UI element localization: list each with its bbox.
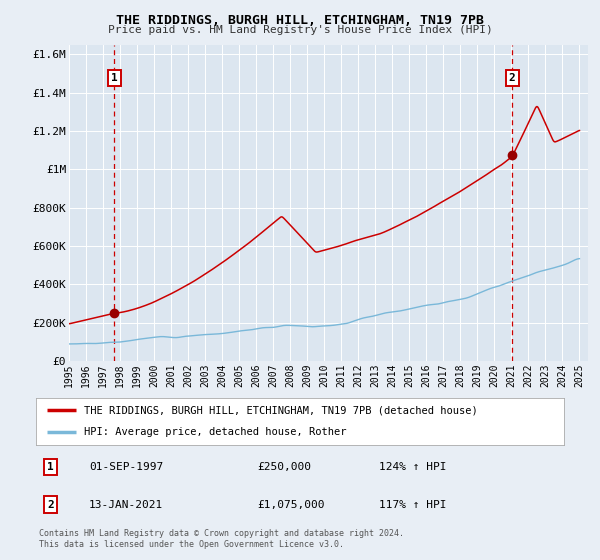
Text: 124% ↑ HPI: 124% ↑ HPI [379,462,446,472]
Text: £1,075,000: £1,075,000 [258,500,325,510]
Text: 2: 2 [509,73,515,83]
Text: 1: 1 [47,462,54,472]
Text: 2: 2 [47,500,54,510]
Text: 13-JAN-2021: 13-JAN-2021 [89,500,163,510]
Text: THE RIDDINGS, BURGH HILL, ETCHINGHAM, TN19 7PB: THE RIDDINGS, BURGH HILL, ETCHINGHAM, TN… [116,14,484,27]
Text: 117% ↑ HPI: 117% ↑ HPI [379,500,446,510]
Text: Contains HM Land Registry data © Crown copyright and database right 2024.: Contains HM Land Registry data © Crown c… [39,529,404,538]
Text: 1: 1 [111,73,118,83]
Text: Price paid vs. HM Land Registry's House Price Index (HPI): Price paid vs. HM Land Registry's House … [107,25,493,35]
Text: £250,000: £250,000 [258,462,312,472]
Text: This data is licensed under the Open Government Licence v3.0.: This data is licensed under the Open Gov… [39,540,344,549]
Text: THE RIDDINGS, BURGH HILL, ETCHINGHAM, TN19 7PB (detached house): THE RIDDINGS, BURGH HILL, ETCHINGHAM, TN… [83,405,477,416]
Text: HPI: Average price, detached house, Rother: HPI: Average price, detached house, Roth… [83,427,346,437]
Text: 01-SEP-1997: 01-SEP-1997 [89,462,163,472]
